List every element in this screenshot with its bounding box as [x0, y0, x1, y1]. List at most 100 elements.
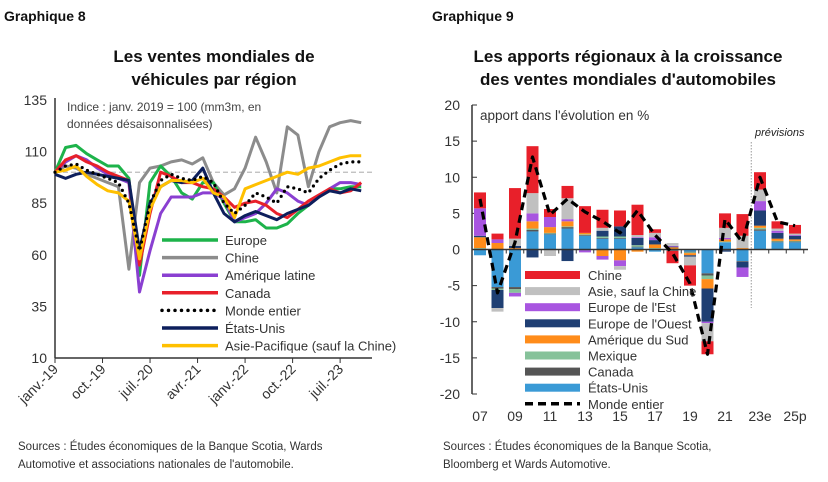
chart9-bar-segment-4 — [789, 235, 801, 240]
chart9-bar-segment-3 — [649, 244, 661, 249]
chart9-legend-swatch — [525, 303, 580, 312]
chart9-ytick-label: 15 — [444, 133, 460, 149]
chart9-bar-segment-4 — [754, 210, 766, 226]
chart9-bar-segment-5 — [719, 237, 731, 240]
chart9-bar-segment-2 — [596, 236, 609, 238]
chart9-xtick-label: 21 — [717, 408, 733, 424]
chart9-legend-label: Amérique du Sud — [588, 332, 688, 347]
chart9-xtick-label: 15 — [612, 408, 628, 424]
chart9-bar-segment-0 — [544, 234, 556, 250]
chart9-xtick-label: 09 — [507, 408, 523, 424]
chart9-xtick-label: 13 — [577, 408, 593, 424]
chart9-bar-segment-4 — [719, 250, 731, 252]
chart9-bar-segment-3 — [754, 225, 766, 228]
chart9-ytick-label: 10 — [444, 169, 460, 185]
chart9-xtick-label: 19 — [682, 408, 698, 424]
chart9-bar-segment-7 — [491, 233, 504, 240]
chart8-legend-label: Europe — [225, 233, 267, 248]
chart9-bar-segment-6 — [544, 249, 556, 257]
chart8-title-line2: véhicules par région — [131, 70, 296, 89]
chart9-bar-segment-2 — [631, 245, 644, 247]
chart8-xtick-label: janv.-19 — [15, 361, 62, 408]
chart9-bar-segment-6 — [719, 227, 731, 238]
chart9-bar-segment-1 — [596, 237, 609, 239]
chart9-bar-segment-3 — [526, 221, 539, 229]
chart9-bar-segment-0 — [579, 235, 591, 250]
chart9-bar-segment-5 — [614, 260, 626, 267]
chart9-xtick-label: 23e — [748, 408, 772, 424]
chart9-bar-segment-7 — [771, 221, 784, 229]
chart8-ytick-label: 110 — [25, 144, 48, 160]
chart9-bar-segment-5 — [736, 267, 749, 277]
chart8-header: Graphique 8 — [4, 8, 86, 24]
chart9-bar-segment-7 — [526, 146, 539, 194]
chart9-bar-segment-0 — [509, 249, 521, 288]
chart9-bar-segment-1 — [789, 241, 801, 243]
chart9-bar-segment-2 — [684, 252, 696, 254]
chart9-bar-segment-0 — [736, 249, 749, 262]
chart9-bar-segment-4 — [474, 235, 486, 238]
chart8-title-line1: Les ventes mondiales de — [113, 47, 314, 66]
chart9-legend-swatch — [525, 335, 580, 344]
chart9-ytick-label: -15 — [440, 350, 460, 366]
chart9-bar-segment-6 — [666, 242, 679, 246]
chart9-bar-segment-4 — [736, 261, 749, 268]
chart9-bar-segment-6 — [684, 256, 696, 266]
chart9-plot: -20 -15 -10 -5 0 5 10 15 20 07 09 11 13 15 17 19 21 23e 25… — [440, 97, 808, 424]
chart8-series-line-1 — [54, 119, 362, 271]
chart9-bar-segment-2 — [544, 232, 556, 234]
chart8-series-line-6 — [54, 154, 362, 261]
chart9-bar-segment-1 — [736, 261, 749, 262]
chart9-xtick-label: 17 — [647, 408, 663, 424]
chart9-bar-segment-1 — [684, 251, 696, 253]
chart9-bar-segment-3 — [614, 249, 626, 261]
chart9-bar-segment-3 — [474, 237, 486, 249]
chart9-bar-segment-4 — [701, 288, 714, 322]
chart9-bar-segment-6 — [596, 227, 609, 231]
chart8-ytick-label: 60 — [31, 247, 47, 263]
chart8-legend-label: Canada — [225, 286, 271, 301]
chart9-xtick-label: 11 — [543, 408, 558, 424]
chart9-bar-segment-4 — [596, 230, 609, 237]
chart9-bar-segment-1 — [631, 246, 644, 248]
chart9-bar-segment-5 — [631, 237, 644, 238]
chart9-ytick-label: -10 — [440, 314, 460, 330]
chart9-bar-segment-6 — [771, 228, 784, 231]
chart9-xtick-label: 07 — [472, 408, 488, 424]
chart9-bar-segment-1 — [771, 241, 784, 243]
chart9-bar-segment-4 — [491, 289, 504, 309]
chart9-bar-segment-4 — [526, 249, 539, 258]
chart9-bar-segment-4 — [631, 237, 644, 246]
chart9-ytick-label: 20 — [444, 97, 460, 113]
chart9-bar-segment-2 — [649, 248, 661, 249]
chart9-legend-label: Monde entier — [588, 397, 665, 412]
chart9-bar-segment-2 — [526, 228, 539, 230]
chart9-bar-segment-3 — [561, 221, 574, 227]
chart9-bar-segment-1 — [666, 250, 679, 251]
chart9-bar-segment-5 — [649, 237, 661, 241]
chart9-bar-segment-4 — [684, 255, 696, 257]
chart9-legend-swatch — [525, 271, 580, 279]
chart9-bar-segment-2 — [509, 289, 521, 293]
chart8-sources-line2: Automotive et associations nationales de… — [18, 459, 294, 471]
chart9-bar-segment-0 — [474, 249, 486, 256]
chart8-series-line-4 — [53, 160, 363, 253]
chart8-sources-line1: Sources : Études économiques de la Banqu… — [18, 440, 323, 453]
chart9-bar-segment-1 — [526, 229, 539, 232]
chart9-bar-segment-6 — [789, 233, 801, 236]
chart8-xtick-label: avr.-21 — [162, 361, 204, 403]
chart9-bar-segment-3 — [666, 247, 679, 250]
chart9-bar-segment-1 — [701, 273, 714, 276]
chart9-legend-label: Chine — [588, 268, 622, 283]
chart9-bar-segment-3 — [544, 227, 556, 233]
chart9-legend-label: États-Unis — [588, 381, 648, 396]
chart9-bar-segment-1 — [491, 287, 504, 289]
chart9-bar-segment-5 — [701, 321, 714, 324]
chart9-forecast-label: prévisions — [754, 127, 805, 139]
chart9-legend-label: Europe de l'Ouest — [588, 316, 692, 331]
chart8-series-line-5 — [54, 166, 362, 253]
chart9-bar-segment-0 — [754, 230, 766, 250]
chart8-legend-label: Chine — [225, 251, 259, 266]
chart9-bar-segment-3 — [631, 249, 644, 252]
chart9-bar-segment-0 — [561, 228, 574, 250]
